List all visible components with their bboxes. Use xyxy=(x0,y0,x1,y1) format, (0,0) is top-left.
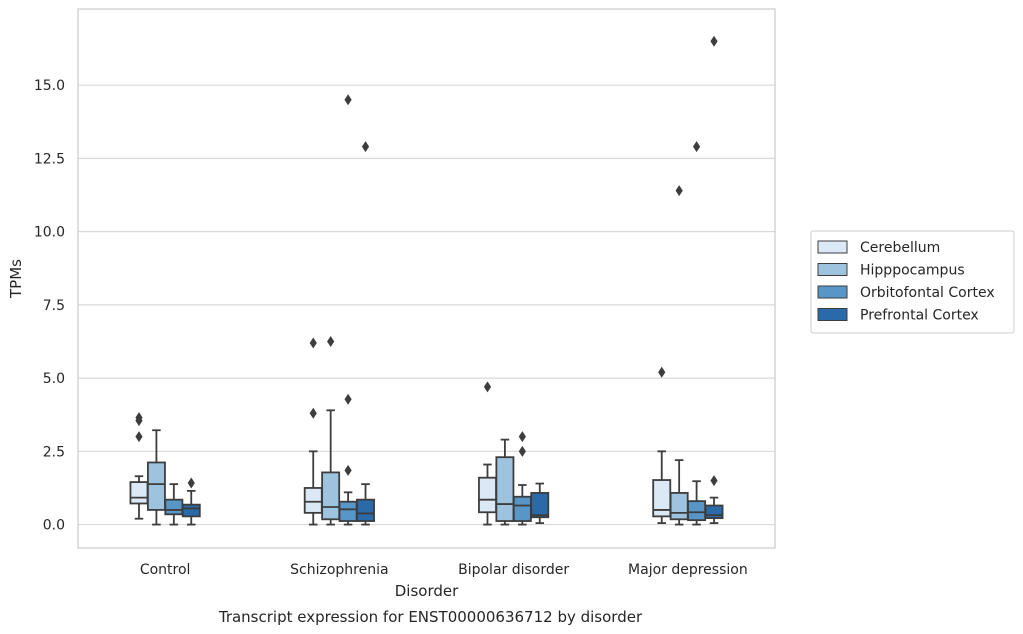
legend-item: Cerebellum xyxy=(817,240,940,256)
box-iqr xyxy=(338,500,358,522)
outlier-point xyxy=(518,445,526,457)
outlier-point xyxy=(309,337,317,349)
boxes xyxy=(129,35,724,526)
box-iqr xyxy=(512,495,532,522)
y-tick-label: 0.0 xyxy=(43,518,65,534)
box-cerebellum-schizophrenia xyxy=(303,337,323,526)
legend-item: Orbitofontal Cortex xyxy=(817,285,995,301)
plot-frame xyxy=(77,8,776,549)
box-prefrontal-cortex-schizophrenia xyxy=(356,141,375,526)
outlier-point xyxy=(361,141,370,153)
x-tick-label: Major depression xyxy=(628,562,748,578)
outlier-point xyxy=(344,94,352,106)
y-tick-label: 10.0 xyxy=(34,225,65,241)
box-cerebellum-control xyxy=(129,412,149,520)
box-prefrontal-cortex-control xyxy=(181,477,201,526)
outlier-point xyxy=(309,407,317,419)
x-tick-labels: Control Schizophrenia Bipolar disorder Majo… xyxy=(140,562,748,578)
y-tick-labels: 0.0 2.5 5.0 7.5 10.0 12.5 15.0 xyxy=(34,78,65,533)
box-iqr xyxy=(303,487,323,514)
chart-caption: Transcript expression for ENST0000063671… xyxy=(218,608,643,626)
legend-swatch xyxy=(817,263,848,276)
box-iqr xyxy=(356,498,375,522)
legend-swatch xyxy=(817,308,848,321)
legend: Cerebellum Hipppocampus Orbitofontal Corte… xyxy=(810,230,1015,334)
box-hipppocampus-schizophrenia xyxy=(321,335,341,526)
box-iqr xyxy=(164,498,184,516)
box-prefrontal-cortex-major-depression xyxy=(704,35,724,525)
y-tick-label: 12.5 xyxy=(34,151,65,167)
outlier-point xyxy=(344,464,352,476)
y-tick-label: 5.0 xyxy=(43,371,65,387)
outlier-point xyxy=(135,431,143,443)
legend-swatch xyxy=(817,285,848,299)
box-prefrontal-cortex-bipolar-disorder xyxy=(530,482,550,525)
box-cerebellum-bipolar-disorder xyxy=(478,381,497,526)
legend-label: Prefrontal Cortex xyxy=(860,308,979,324)
box-iqr xyxy=(495,456,515,522)
box-iqr xyxy=(129,481,149,505)
box-orbitofontal-cortex-control xyxy=(164,483,184,526)
legend-item: Prefrontal Cortex xyxy=(817,308,979,324)
outlier-point xyxy=(692,141,701,153)
box-orbitofontal-cortex-major-depression xyxy=(687,141,707,526)
box-hipppocampus-major-depression xyxy=(669,185,689,526)
y-tick-label: 15.0 xyxy=(34,78,65,94)
outlier-point xyxy=(483,381,492,393)
legend-label: Cerebellum xyxy=(860,240,940,256)
box-iqr xyxy=(478,476,497,514)
outlier-point xyxy=(327,335,335,347)
outlier-point xyxy=(658,366,666,378)
x-tick-label: Schizophrenia xyxy=(290,562,388,578)
legend-label: Orbitofontal Cortex xyxy=(860,285,995,301)
box-orbitofontal-cortex-bipolar-disorder xyxy=(512,431,532,526)
y-tick-label: 2.5 xyxy=(43,444,65,460)
box-iqr xyxy=(687,500,707,522)
y-tick-label: 7.5 xyxy=(43,298,65,314)
box-hipppocampus-control xyxy=(146,429,166,526)
box-hipppocampus-bipolar-disorder xyxy=(495,438,515,526)
outlier-point xyxy=(710,475,718,487)
box-iqr xyxy=(669,492,689,521)
x-tick-label: Control xyxy=(140,562,191,578)
outlier-point xyxy=(675,185,683,197)
outlier-point xyxy=(135,412,143,424)
box-iqr xyxy=(530,492,550,519)
legend-label: Hipppocampus xyxy=(860,263,965,279)
box-iqr xyxy=(146,461,166,511)
box-iqr xyxy=(704,504,724,520)
x-tick-label: Bipolar disorder xyxy=(458,562,569,578)
x-axis-title: Disorder xyxy=(395,582,459,600)
box-cerebellum-major-depression xyxy=(652,366,672,525)
legend-item: Hipppocampus xyxy=(817,263,965,279)
outlier-point xyxy=(344,393,352,405)
legend-frame xyxy=(810,230,1015,334)
outlier-point xyxy=(518,431,526,443)
outlier-point xyxy=(710,35,718,47)
grid-lines xyxy=(78,84,775,526)
y-axis-title: TPMs xyxy=(7,259,25,299)
box-iqr xyxy=(652,479,672,518)
legend-swatch xyxy=(817,240,848,254)
box-iqr xyxy=(321,471,341,521)
box-iqr xyxy=(181,503,201,518)
outlier-point xyxy=(187,477,195,489)
